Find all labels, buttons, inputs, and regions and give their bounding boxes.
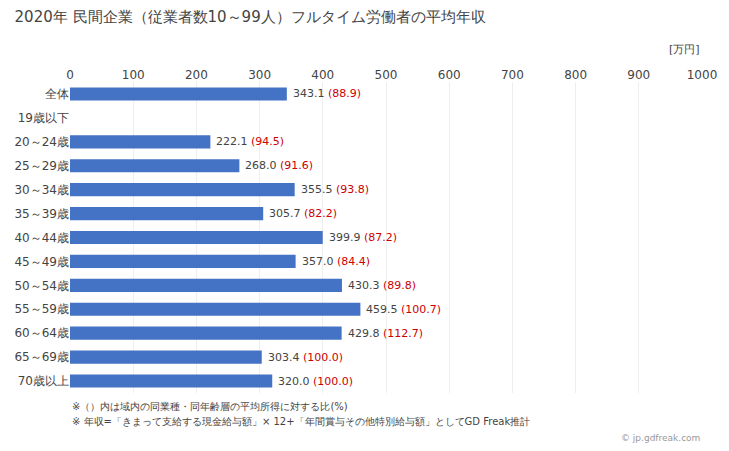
svg-text:400: 400 bbox=[311, 68, 334, 82]
svg-text:399.9 (87.2): 399.9 (87.2) bbox=[329, 231, 397, 244]
svg-text:268.0 (91.6): 268.0 (91.6) bbox=[245, 159, 313, 172]
svg-text:900: 900 bbox=[627, 68, 650, 82]
svg-text:100: 100 bbox=[122, 68, 145, 82]
svg-text:© jp.gdfreak.com: © jp.gdfreak.com bbox=[621, 433, 700, 443]
svg-text:50～54歳: 50～54歳 bbox=[14, 279, 69, 293]
svg-text:320.0 (100.0): 320.0 (100.0) bbox=[278, 375, 353, 388]
svg-text:45～49歳: 45～49歳 bbox=[14, 255, 69, 269]
svg-text:70歳以上: 70歳以上 bbox=[18, 374, 69, 388]
svg-text:1000: 1000 bbox=[687, 68, 718, 82]
svg-text:343.1 (88.9): 343.1 (88.9) bbox=[293, 87, 361, 100]
svg-text:65～69歳: 65～69歳 bbox=[14, 350, 69, 364]
svg-text:30～34歳: 30～34歳 bbox=[14, 183, 69, 197]
svg-text:0: 0 bbox=[66, 68, 74, 82]
svg-text:800: 800 bbox=[564, 68, 587, 82]
svg-text:19歳以下: 19歳以下 bbox=[18, 111, 69, 125]
svg-text:[万円]: [万円] bbox=[669, 43, 700, 56]
svg-text:2020年 民間企業（従業者数10～99人）フルタイム労働者: 2020年 民間企業（従業者数10～99人）フルタイム労働者の平均年収 bbox=[15, 8, 486, 26]
svg-text:35～39歳: 35～39歳 bbox=[14, 207, 69, 221]
svg-text:355.5 (93.8): 355.5 (93.8) bbox=[301, 183, 369, 196]
svg-text:500: 500 bbox=[375, 68, 398, 82]
svg-text:222.1 (94.5): 222.1 (94.5) bbox=[216, 135, 284, 148]
svg-text:700: 700 bbox=[501, 68, 524, 82]
svg-text:430.3 (89.8): 430.3 (89.8) bbox=[348, 279, 416, 292]
svg-text:20～24歳: 20～24歳 bbox=[14, 135, 69, 149]
svg-text:429.8 (112.7): 429.8 (112.7) bbox=[348, 327, 423, 340]
svg-text:※ 年収=「きまって支給する現金給与額」× 12+「年間賞与: ※ 年収=「きまって支給する現金給与額」× 12+「年間賞与その他特別給与額」と… bbox=[72, 416, 530, 427]
svg-text:200: 200 bbox=[185, 68, 208, 82]
svg-text:55～59歳: 55～59歳 bbox=[14, 302, 69, 316]
svg-text:305.7 (82.2): 305.7 (82.2) bbox=[269, 207, 337, 220]
svg-text:40～44歳: 40～44歳 bbox=[14, 231, 69, 245]
svg-text:全体: 全体 bbox=[45, 87, 69, 101]
svg-text:459.5 (100.7): 459.5 (100.7) bbox=[366, 303, 441, 316]
svg-text:60～64歳: 60～64歳 bbox=[14, 326, 69, 340]
svg-text:600: 600 bbox=[438, 68, 461, 82]
svg-text:303.4 (100.0): 303.4 (100.0) bbox=[268, 351, 343, 364]
svg-text:25～29歳: 25～29歳 bbox=[14, 159, 69, 173]
svg-text:357.0 (84.4): 357.0 (84.4) bbox=[302, 255, 370, 268]
svg-text:※（）内は域内の同業種・同年齢層の平均所得に対する比(%): ※（）内は域内の同業種・同年齢層の平均所得に対する比(%) bbox=[72, 401, 348, 412]
svg-text:300: 300 bbox=[248, 68, 271, 82]
